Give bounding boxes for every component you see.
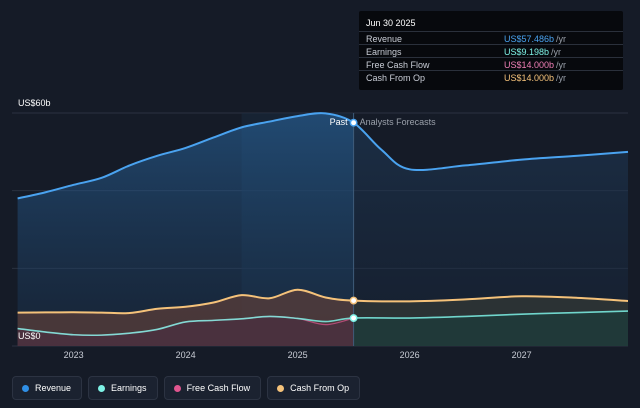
- free-cash-flow-dot-icon: [173, 384, 181, 392]
- forecast-label: Analysts Forecasts: [360, 117, 437, 127]
- past-label: Past: [330, 117, 349, 127]
- tooltip-value: US$57.486b: [504, 34, 555, 44]
- tooltip-unit: /yr: [551, 47, 562, 57]
- tooltip-unit: /yr: [556, 34, 567, 44]
- legend-label: Cash From Op: [290, 383, 350, 393]
- revenue-dot-icon: [22, 384, 29, 392]
- marker-point: [349, 314, 358, 322]
- marker-point: [349, 296, 358, 305]
- tooltip-label: Free Cash Flow: [366, 60, 430, 70]
- legend-label: Revenue: [35, 383, 72, 393]
- series-lines: [17, 112, 629, 337]
- cash-from-op-line: [17, 288, 629, 315]
- legend-label: Free Cash Flow: [186, 383, 251, 393]
- tooltip-row-cash-from-op: Cash From Op US$14.000b/yr: [359, 70, 623, 84]
- legend-item-earnings[interactable]: Earnings: [88, 376, 158, 400]
- tooltip-label: Earnings: [366, 47, 402, 57]
- tooltip-row-earnings: Earnings US$9.198b/yr: [359, 44, 623, 58]
- data-tooltip: Jun 30 2025 Revenue US$57.486b/yr Earnin…: [359, 11, 623, 90]
- chart-legend: Revenue Earnings Free Cash Flow Cash Fro…: [12, 376, 361, 400]
- tooltip-unit: /yr: [556, 73, 567, 83]
- y-tick-label-top: US$60b: [18, 98, 51, 108]
- revenue-line: [17, 112, 629, 200]
- earnings-area-forecast: [353, 311, 628, 346]
- x-tick-label: 2023: [64, 350, 84, 360]
- tooltip-unit: /yr: [556, 60, 567, 70]
- legend-item-cash-from-op[interactable]: Cash From Op: [267, 376, 361, 400]
- y-tick-label-bottom: US$0: [18, 331, 41, 341]
- x-tick-label: 2024: [176, 350, 196, 360]
- tooltip-label: Revenue: [366, 34, 403, 44]
- earnings-line: [17, 310, 629, 337]
- free-cash-flow-area: [17, 316, 354, 346]
- tooltip-date: Jun 30 2025: [366, 18, 416, 28]
- x-tick-labels: 2023 2024 2025 2026 2027: [64, 350, 532, 360]
- divider-markers: [349, 118, 358, 322]
- x-tick-label: 2025: [288, 350, 308, 360]
- tooltip-value: US$14.000b: [504, 60, 555, 70]
- series-areas: [17, 113, 628, 346]
- legend-item-free-cash-flow[interactable]: Free Cash Flow: [163, 376, 262, 400]
- legend-label: Earnings: [111, 383, 147, 393]
- tooltip-row-revenue: Revenue US$57.486b/yr: [359, 31, 623, 45]
- tooltip-value: US$14.000b: [504, 73, 555, 83]
- earnings-dot-icon: [98, 384, 106, 392]
- revenue-area-past: [17, 113, 354, 346]
- tooltip-label: Cash From Op: [366, 73, 426, 83]
- legend-item-revenue[interactable]: Revenue: [12, 376, 83, 400]
- x-tick-label: 2026: [400, 350, 420, 360]
- tooltip-value: US$9.198b: [504, 47, 550, 57]
- tooltip-row-free-cash-flow: Free Cash Flow US$14.000b/yr: [359, 57, 623, 71]
- marker-point: [349, 118, 358, 127]
- x-tick-label: 2027: [512, 350, 532, 360]
- cash-from-op-dot-icon: [277, 384, 285, 392]
- revenue-area-forecast: [353, 122, 628, 346]
